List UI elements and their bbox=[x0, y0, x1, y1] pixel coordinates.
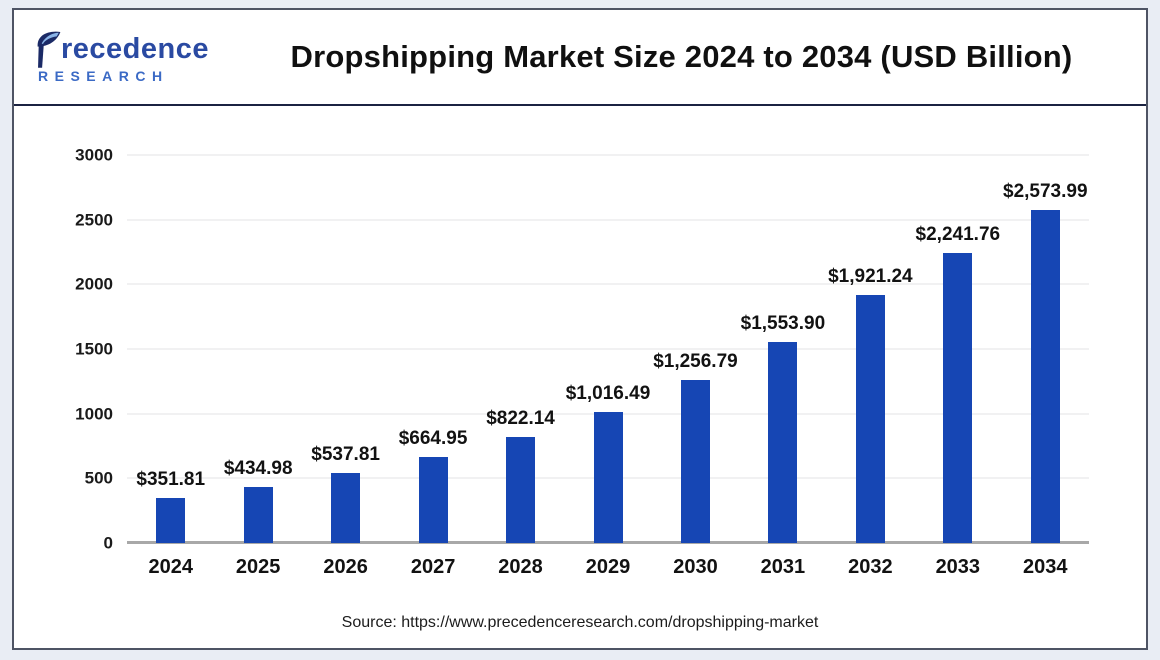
bar bbox=[418, 457, 448, 543]
bar bbox=[593, 411, 623, 543]
x-tick-label: 2031 bbox=[760, 556, 806, 578]
bar-value-label: $822.14 bbox=[486, 407, 555, 429]
bar bbox=[943, 253, 973, 543]
bar-value-label: $2,573.99 bbox=[1003, 181, 1088, 203]
plot-area: 0 500 1000 1500 2000 2500 3000 $351.81 2024 $434.… bbox=[75, 147, 1089, 577]
x-tick-label: 2030 bbox=[673, 556, 718, 578]
bar bbox=[156, 497, 186, 543]
x-tick-label: 2029 bbox=[585, 556, 631, 578]
bar-value-label: $351.81 bbox=[136, 468, 206, 490]
source-text: Source: https://www.precedenceresearch.c… bbox=[341, 614, 819, 631]
x-tick-label: 2027 bbox=[410, 556, 456, 578]
y-tick-label: 3000 bbox=[75, 145, 113, 165]
bar bbox=[506, 436, 536, 543]
logo-subtext: RESEARCH bbox=[38, 67, 169, 84]
x-tick-label: 2025 bbox=[235, 556, 281, 578]
bar bbox=[680, 380, 710, 543]
y-tick-label: 1500 bbox=[75, 339, 113, 359]
x-tick-label: 2026 bbox=[323, 556, 368, 578]
x-tick-label: 2033 bbox=[935, 556, 981, 578]
bar bbox=[331, 473, 361, 543]
gridline bbox=[127, 348, 1089, 350]
chart-card: recedence RESEARCH Dropshipping Market S… bbox=[12, 8, 1148, 650]
bar-value-label: $1,016.49 bbox=[565, 382, 651, 404]
logo-row: recedence bbox=[36, 31, 231, 68]
y-tick-label: 1000 bbox=[75, 404, 113, 424]
header-separator bbox=[14, 104, 1146, 106]
x-tick-label: 2032 bbox=[848, 556, 893, 578]
bar-value-label: $664.95 bbox=[398, 428, 468, 449]
gridline bbox=[127, 154, 1089, 156]
bar bbox=[1030, 210, 1060, 543]
bar-value-label: $1,921.24 bbox=[828, 265, 913, 287]
y-tick-label: 2000 bbox=[75, 274, 113, 294]
bar bbox=[768, 342, 798, 543]
chart-title: Dropshipping Market Size 2024 to 2034 (U… bbox=[290, 39, 1073, 74]
bar-value-label: $2,241.76 bbox=[915, 224, 1001, 246]
x-tick-label: 2028 bbox=[498, 556, 543, 578]
y-tick-label: 0 bbox=[103, 533, 113, 553]
x-tick-label: 2034 bbox=[1023, 556, 1068, 578]
leaf-p-icon bbox=[37, 31, 61, 68]
bar-value-label: $1,256.79 bbox=[653, 351, 738, 373]
header: recedence RESEARCH Dropshipping Market S… bbox=[14, 10, 1146, 104]
y-tick-label: 2500 bbox=[75, 210, 113, 230]
bar-value-label: $537.81 bbox=[311, 444, 380, 466]
bar bbox=[855, 294, 885, 543]
x-tick-label: 2024 bbox=[148, 556, 193, 578]
precedence-research-logo: recedence RESEARCH bbox=[36, 31, 231, 84]
y-tick-label: 500 bbox=[84, 468, 113, 488]
bar-value-label: $434.98 bbox=[223, 457, 293, 479]
gridline bbox=[127, 218, 1089, 221]
logo-wordmark: recedence bbox=[61, 32, 209, 65]
bar bbox=[243, 486, 273, 543]
gridline bbox=[127, 283, 1089, 286]
bar-value-label: $1,553.90 bbox=[740, 313, 826, 335]
